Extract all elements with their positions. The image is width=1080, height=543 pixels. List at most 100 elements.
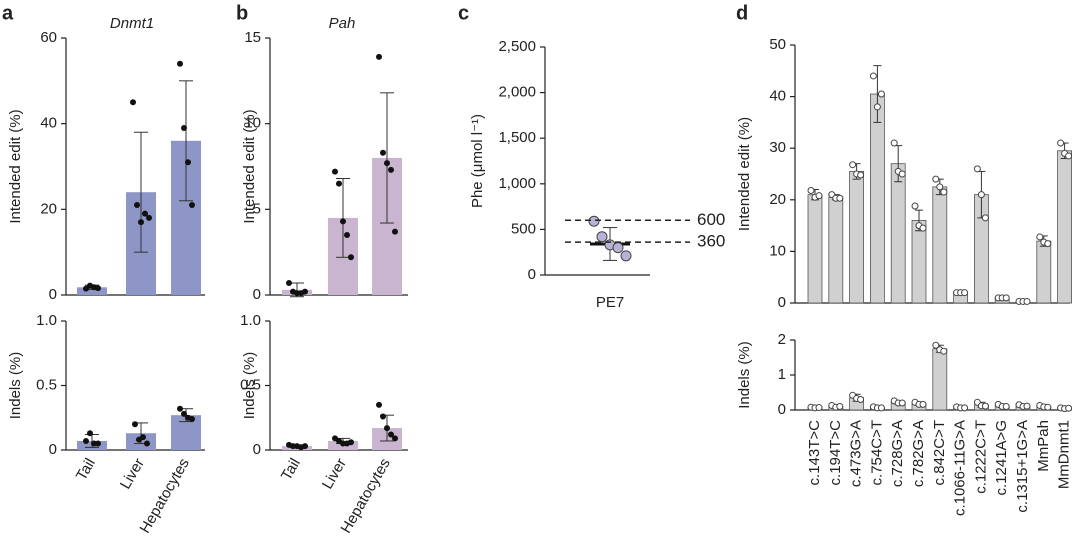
data-point [302,288,308,295]
x-tick-label: c.1222C>T [972,420,989,494]
data-point [388,431,394,438]
data-point [869,72,877,80]
data-point [380,413,386,420]
data-point [344,232,350,239]
data-point [961,404,969,412]
bar [932,348,948,411]
y-tick-label: 0.5 [240,376,261,393]
data-point [181,124,187,131]
data-point [130,99,136,106]
data-point [189,416,195,423]
data-point [380,149,386,156]
data-point [177,60,183,67]
data-point [815,404,823,412]
y-tick-label: 0.5 [36,376,57,393]
reference-label: 360 [697,232,725,251]
x-tick-label: Liver [319,455,350,492]
data-point [185,159,191,166]
data-point [392,228,398,235]
data-point [1065,404,1073,412]
data-point [142,210,148,217]
y-tick-label: 0 [49,286,57,303]
data-point [340,218,346,225]
bar [911,220,927,304]
data-point [977,191,985,199]
y-tick-label: 500 [511,220,536,237]
data-point [1002,403,1010,410]
y-tick-label: 0 [778,401,786,418]
data-point [95,440,101,447]
y-tick-label: 10 [244,115,261,132]
panel-letter: b [236,2,248,24]
y-tick-label: 15 [244,29,261,46]
bar [1036,240,1052,304]
y-tick-label: 0 [253,441,261,458]
data-point [177,405,183,412]
data-point [836,403,844,410]
x-tick-label: c.728G>A [889,420,906,487]
x-tick-label: c.1315+1G>A [1014,420,1031,513]
x-tick-label: c.473G>A [848,420,865,487]
x-tick-label: c.194T>C [827,420,844,486]
panel-letter: a [2,2,14,24]
x-tick-label: c.1066-11G>A [952,420,969,516]
y-tick-label: 0 [49,441,57,458]
data-point [815,192,823,200]
data-point [1044,240,1052,248]
data-point [132,421,138,428]
data-point [919,400,927,408]
y-tick-label: 50 [769,36,786,53]
x-tick-label: MmDnmt1 [1056,420,1073,489]
y-tick-label: 40 [769,88,786,105]
y-axis-label: Indels (%) [7,352,24,420]
y-tick-label: 2 [778,331,786,348]
data-point [1036,233,1044,241]
data-point [973,165,981,173]
y-tick-label: 2,500 [498,38,536,55]
data-point [286,280,292,287]
data-point [302,443,308,450]
y-tick-label: 1.0 [240,312,261,329]
data-point [348,439,354,446]
y-tick-label: 1,500 [498,129,536,146]
y-axis-label: Intended edit (%) [7,109,24,223]
x-tick-label: c.754C>T [868,420,885,485]
data-point [376,53,382,60]
data-point [181,410,187,417]
data-point [849,161,857,169]
panel-title: Pah [329,15,356,32]
data-point [1002,294,1010,302]
data-point [1065,152,1073,160]
data-point [83,437,89,444]
data-point [612,242,624,254]
data-point [890,139,898,147]
x-tick-label: Liver [117,455,148,492]
data-point [384,425,390,432]
panel-letter: c [458,2,469,24]
bar [932,186,948,304]
x-tick-label: PE7 [596,294,624,311]
x-tick-label: Tail [278,455,304,483]
data-point [873,103,881,111]
y-tick-label: 0 [778,294,786,311]
data-point [95,285,101,292]
data-point [134,202,140,209]
y-tick-label: 1 [778,366,786,383]
x-tick-label: MmPah [1035,420,1052,472]
data-point [898,399,906,407]
bar [849,171,864,304]
y-tick-label: 2,000 [498,84,536,101]
y-axis-label: Intended edit (%) [241,109,258,223]
data-point [981,214,989,222]
data-point [620,250,632,262]
y-axis-label: Indels (%) [736,341,753,409]
bar [77,287,107,295]
data-point [332,168,338,175]
y-tick-label: 40 [40,115,57,132]
y-tick-label: 10 [769,242,786,259]
data-point [146,214,152,221]
data-point [940,347,948,355]
reference-label: 600 [697,210,725,229]
data-point [981,402,989,410]
data-point [189,202,195,209]
